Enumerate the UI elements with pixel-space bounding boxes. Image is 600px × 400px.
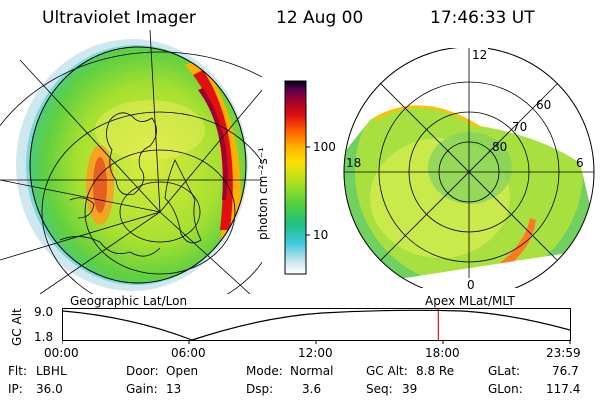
ip-label: IP:	[8, 382, 23, 396]
mlat-70-label: 70	[512, 120, 528, 134]
x-tick-0600: 06:00	[171, 346, 206, 360]
gcalt-label: GC Alt:	[366, 364, 408, 378]
geographic-caption: Geographic Lat/Lon	[70, 294, 188, 308]
gc-alt-axis-label: GC Alt	[10, 308, 24, 346]
glon-label: GLon:	[488, 382, 523, 396]
mode-value: Normal	[290, 364, 334, 378]
gain-label: Gain:	[126, 382, 158, 396]
door-label: Door:	[126, 364, 159, 378]
mlt-6-label: 6	[576, 156, 584, 170]
gcalt-value: 8.8 Re	[416, 364, 455, 378]
date-label: 12 Aug 00	[276, 8, 364, 28]
apex-caption: Apex MLat/MLT	[425, 294, 515, 308]
mlt-18-label: 18	[346, 156, 362, 170]
x-tick-2359: 23:59	[546, 346, 581, 360]
mlt-12-label: 12	[471, 48, 489, 62]
colorbar-tick-100: 100	[313, 140, 336, 154]
seq-label: Seq:	[366, 382, 393, 396]
gc-alt-curve	[62, 309, 571, 341]
glon-value: 117.4	[546, 382, 581, 396]
seq-value: 39	[402, 382, 418, 396]
instrument-title: Ultraviolet Imager	[42, 8, 196, 28]
mlt-0-label: 0	[466, 278, 476, 292]
x-tick-1800: 18:00	[425, 346, 460, 360]
mlat-60-label: 60	[536, 98, 552, 112]
flt-label: Flt:	[8, 364, 27, 378]
mode-label: Mode:	[246, 364, 283, 378]
gc-alt-min-label: 1.8	[34, 330, 54, 344]
gc-alt-max-label: 9.0	[34, 305, 54, 319]
apex-image	[343, 48, 595, 288]
x-tick-1200: 12:00	[298, 346, 333, 360]
glat-label: GLat:	[488, 364, 521, 378]
colorbar-tick-10: 10	[313, 228, 329, 242]
mlat-80-label: 80	[492, 140, 508, 154]
colorbar-unit-label: photon cm⁻²s⁻¹	[256, 147, 270, 240]
time-label: 17:46:33 UT	[430, 8, 535, 28]
geographic-image	[0, 30, 262, 294]
door-value: Open	[166, 364, 199, 378]
colorbar	[284, 80, 310, 275]
x-tick-0000: 00:00	[44, 346, 79, 360]
dsp-label: Dsp:	[246, 382, 274, 396]
dsp-value: 3.6	[302, 382, 322, 396]
ip-value: 36.0	[36, 382, 63, 396]
flt-value: LBHL	[36, 364, 67, 378]
gain-value: 13	[166, 382, 182, 396]
gc-alt-plot	[62, 308, 571, 344]
glat-value: 76.7	[552, 364, 579, 378]
